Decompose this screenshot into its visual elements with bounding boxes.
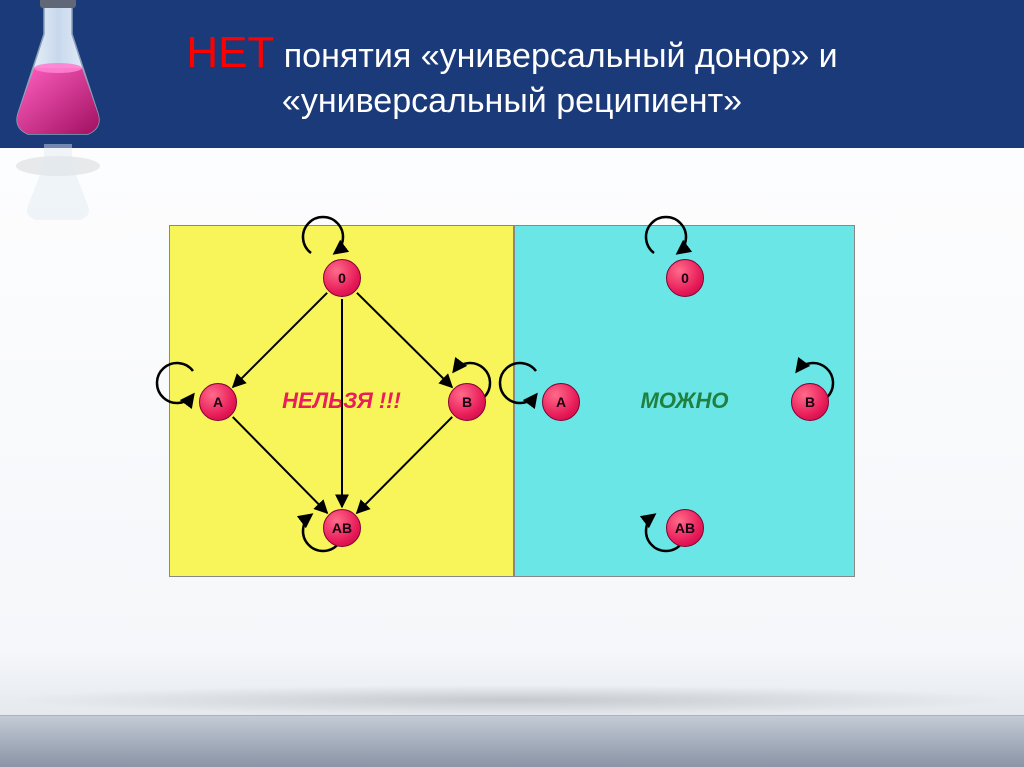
floor-deck (0, 715, 1024, 767)
panel-allowed: МОЖНО 0 A B AB (514, 225, 855, 577)
edge-arrow (357, 293, 452, 387)
diagram-area: НЕЛЬЗЯ !!! 0 A B AB МОЖНО 0 (169, 225, 855, 577)
edges-left (170, 226, 513, 576)
header-bar: НЕТ понятия «универсальный донор» и «уни… (0, 0, 1024, 148)
floor-shadow (0, 685, 1024, 715)
edge-arrow (233, 417, 328, 513)
title-rest: понятия «универсальный донор» и «универс… (274, 37, 837, 120)
page-title: НЕТ понятия «универсальный донор» и «уни… (120, 25, 904, 123)
edge-arrow (357, 417, 452, 513)
title-emphasis: НЕТ (186, 28, 274, 77)
flask-icon (6, 0, 116, 236)
edges-right (515, 226, 854, 576)
panel-forbidden: НЕЛЬЗЯ !!! 0 A B AB (169, 225, 514, 577)
edge-arrow (233, 293, 327, 387)
